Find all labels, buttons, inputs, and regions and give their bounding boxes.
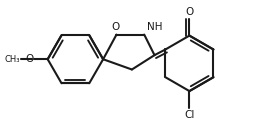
Text: O: O	[111, 22, 119, 32]
Text: Cl: Cl	[183, 110, 194, 120]
Text: CH₃: CH₃	[4, 55, 20, 64]
Text: O: O	[185, 7, 193, 17]
Text: NH: NH	[146, 22, 162, 32]
Text: O: O	[26, 54, 34, 64]
